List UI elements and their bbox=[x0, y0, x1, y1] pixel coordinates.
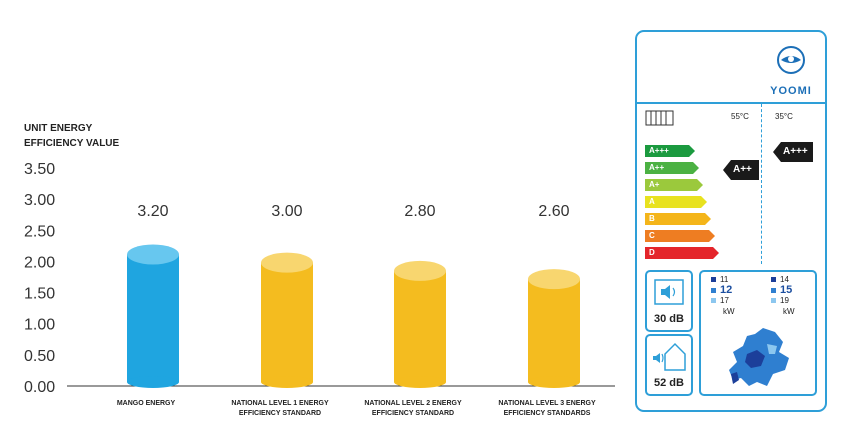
y-tick-label: 0.50 bbox=[24, 348, 55, 365]
temp-right: 35°C bbox=[775, 112, 793, 121]
kw-right-2: 15 bbox=[771, 284, 795, 296]
bar bbox=[127, 244, 179, 388]
bar-base bbox=[261, 376, 313, 388]
brand-logo: YOOMI bbox=[768, 46, 814, 97]
eye-logo-icon bbox=[777, 46, 805, 74]
energy-class-band: A++ bbox=[645, 162, 699, 174]
kw-left-3: 17 bbox=[711, 296, 735, 305]
kw-right-1: 14 bbox=[771, 275, 795, 284]
x-axis-labels: MANGO ENERGY NATIONAL LEVEL 1 ENERGY EFFIC… bbox=[117, 400, 596, 417]
y-tick-label: 1.50 bbox=[24, 286, 55, 303]
value-label: 3.20 bbox=[137, 203, 168, 220]
bars bbox=[127, 244, 580, 388]
value-label: 3.00 bbox=[271, 203, 302, 220]
radiator-icon bbox=[645, 110, 674, 126]
y-tick-label: 3.50 bbox=[24, 161, 55, 178]
bar bbox=[394, 260, 446, 388]
energy-class-band: A+ bbox=[645, 179, 703, 191]
y-tick-label: 1.00 bbox=[24, 317, 55, 334]
rating-badge-right: A+++ bbox=[773, 142, 813, 162]
kw-left-column: 11 12 17 kW bbox=[711, 275, 735, 316]
kw-right-unit: kW bbox=[783, 307, 795, 316]
bar-body bbox=[261, 262, 313, 382]
rating-left-text: A++ bbox=[733, 164, 752, 175]
bar-base bbox=[528, 376, 580, 388]
bar-body bbox=[127, 254, 179, 382]
y-axis-label: UNIT ENERGY EFFICIENCY VALUE bbox=[24, 123, 120, 149]
rating-right-text: A+++ bbox=[783, 146, 808, 157]
energy-label-card: YOOMI 55°C 35°C A+++ A++ A+ A B C D A++ A+++ 3… bbox=[635, 30, 827, 412]
kw-right-3: 19 bbox=[771, 296, 795, 305]
indoor-noise-value: 30 dB bbox=[654, 313, 684, 325]
outdoor-noise-value: 52 dB bbox=[654, 377, 684, 389]
brand-name: YOOMI bbox=[770, 85, 812, 97]
kw-left-2: 12 bbox=[711, 284, 735, 296]
indoor-speaker-icon bbox=[654, 279, 684, 305]
bar bbox=[528, 269, 580, 388]
y-tick-label: 2.00 bbox=[24, 254, 55, 271]
x-tick-label: EFFICIENCY STANDARD bbox=[372, 410, 454, 417]
bar-body bbox=[528, 279, 580, 382]
y-tick-label: 2.50 bbox=[24, 223, 55, 240]
outdoor-noise-box: 52 dB bbox=[645, 334, 693, 396]
temp-left: 55°C bbox=[731, 112, 749, 121]
x-tick-label: NATIONAL LEVEL 1 ENERGY bbox=[231, 400, 329, 407]
kw-left-1: 11 bbox=[711, 275, 735, 284]
europe-map-icon bbox=[729, 328, 789, 386]
x-tick-label: NATIONAL LEVEL 3 ENERGY bbox=[498, 400, 596, 407]
kw-left-unit: kW bbox=[723, 307, 735, 316]
bar-top bbox=[394, 260, 446, 281]
y-tick-label: 3.00 bbox=[24, 192, 55, 209]
bar-top bbox=[261, 252, 313, 273]
y-axis-ticks: 3.50 3.00 2.50 2.00 1.50 1.00 0.50 0.00 bbox=[24, 161, 55, 396]
energy-class-band: A+++ bbox=[645, 145, 695, 157]
x-tick-label: MANGO ENERGY bbox=[117, 400, 176, 407]
energy-class-band: D bbox=[645, 247, 719, 259]
y-axis-label-line: EFFICIENCY VALUE bbox=[24, 138, 120, 149]
bar-top bbox=[127, 244, 179, 265]
energy-class-band: A bbox=[645, 196, 707, 208]
value-label: 2.80 bbox=[404, 203, 435, 220]
bar-base bbox=[394, 376, 446, 388]
indoor-noise-box: 30 dB bbox=[645, 270, 693, 332]
outdoor-speaker-icon bbox=[653, 342, 686, 371]
x-tick-label: EFFICIENCY STANDARDS bbox=[504, 410, 591, 417]
bar-base bbox=[127, 376, 179, 388]
kw-right-column: 14 15 19 kW bbox=[771, 275, 795, 316]
energy-class-band: B bbox=[645, 213, 711, 225]
bar bbox=[261, 252, 313, 388]
energy-class-band: C bbox=[645, 230, 715, 242]
x-tick-label: NATIONAL LEVEL 2 ENERGY bbox=[364, 400, 462, 407]
y-axis-label-line: UNIT ENERGY bbox=[24, 123, 93, 134]
value-label: 2.60 bbox=[538, 203, 569, 220]
y-tick-label: 0.00 bbox=[24, 379, 55, 396]
bar-top bbox=[528, 269, 580, 290]
header-divider bbox=[637, 102, 825, 104]
value-labels: 3.20 3.00 2.80 2.60 bbox=[137, 203, 569, 220]
column-divider bbox=[761, 104, 762, 264]
bar-chart: UNIT ENERGY EFFICIENCY VALUE 3.50 3.00 2.50… bbox=[24, 123, 615, 417]
bar-body bbox=[394, 270, 446, 382]
rating-badge-left: A++ bbox=[723, 160, 759, 180]
x-tick-label: EFFICIENCY STANDARD bbox=[239, 410, 321, 417]
power-output-box: 11 12 17 kW 14 15 19 kW bbox=[699, 270, 817, 396]
